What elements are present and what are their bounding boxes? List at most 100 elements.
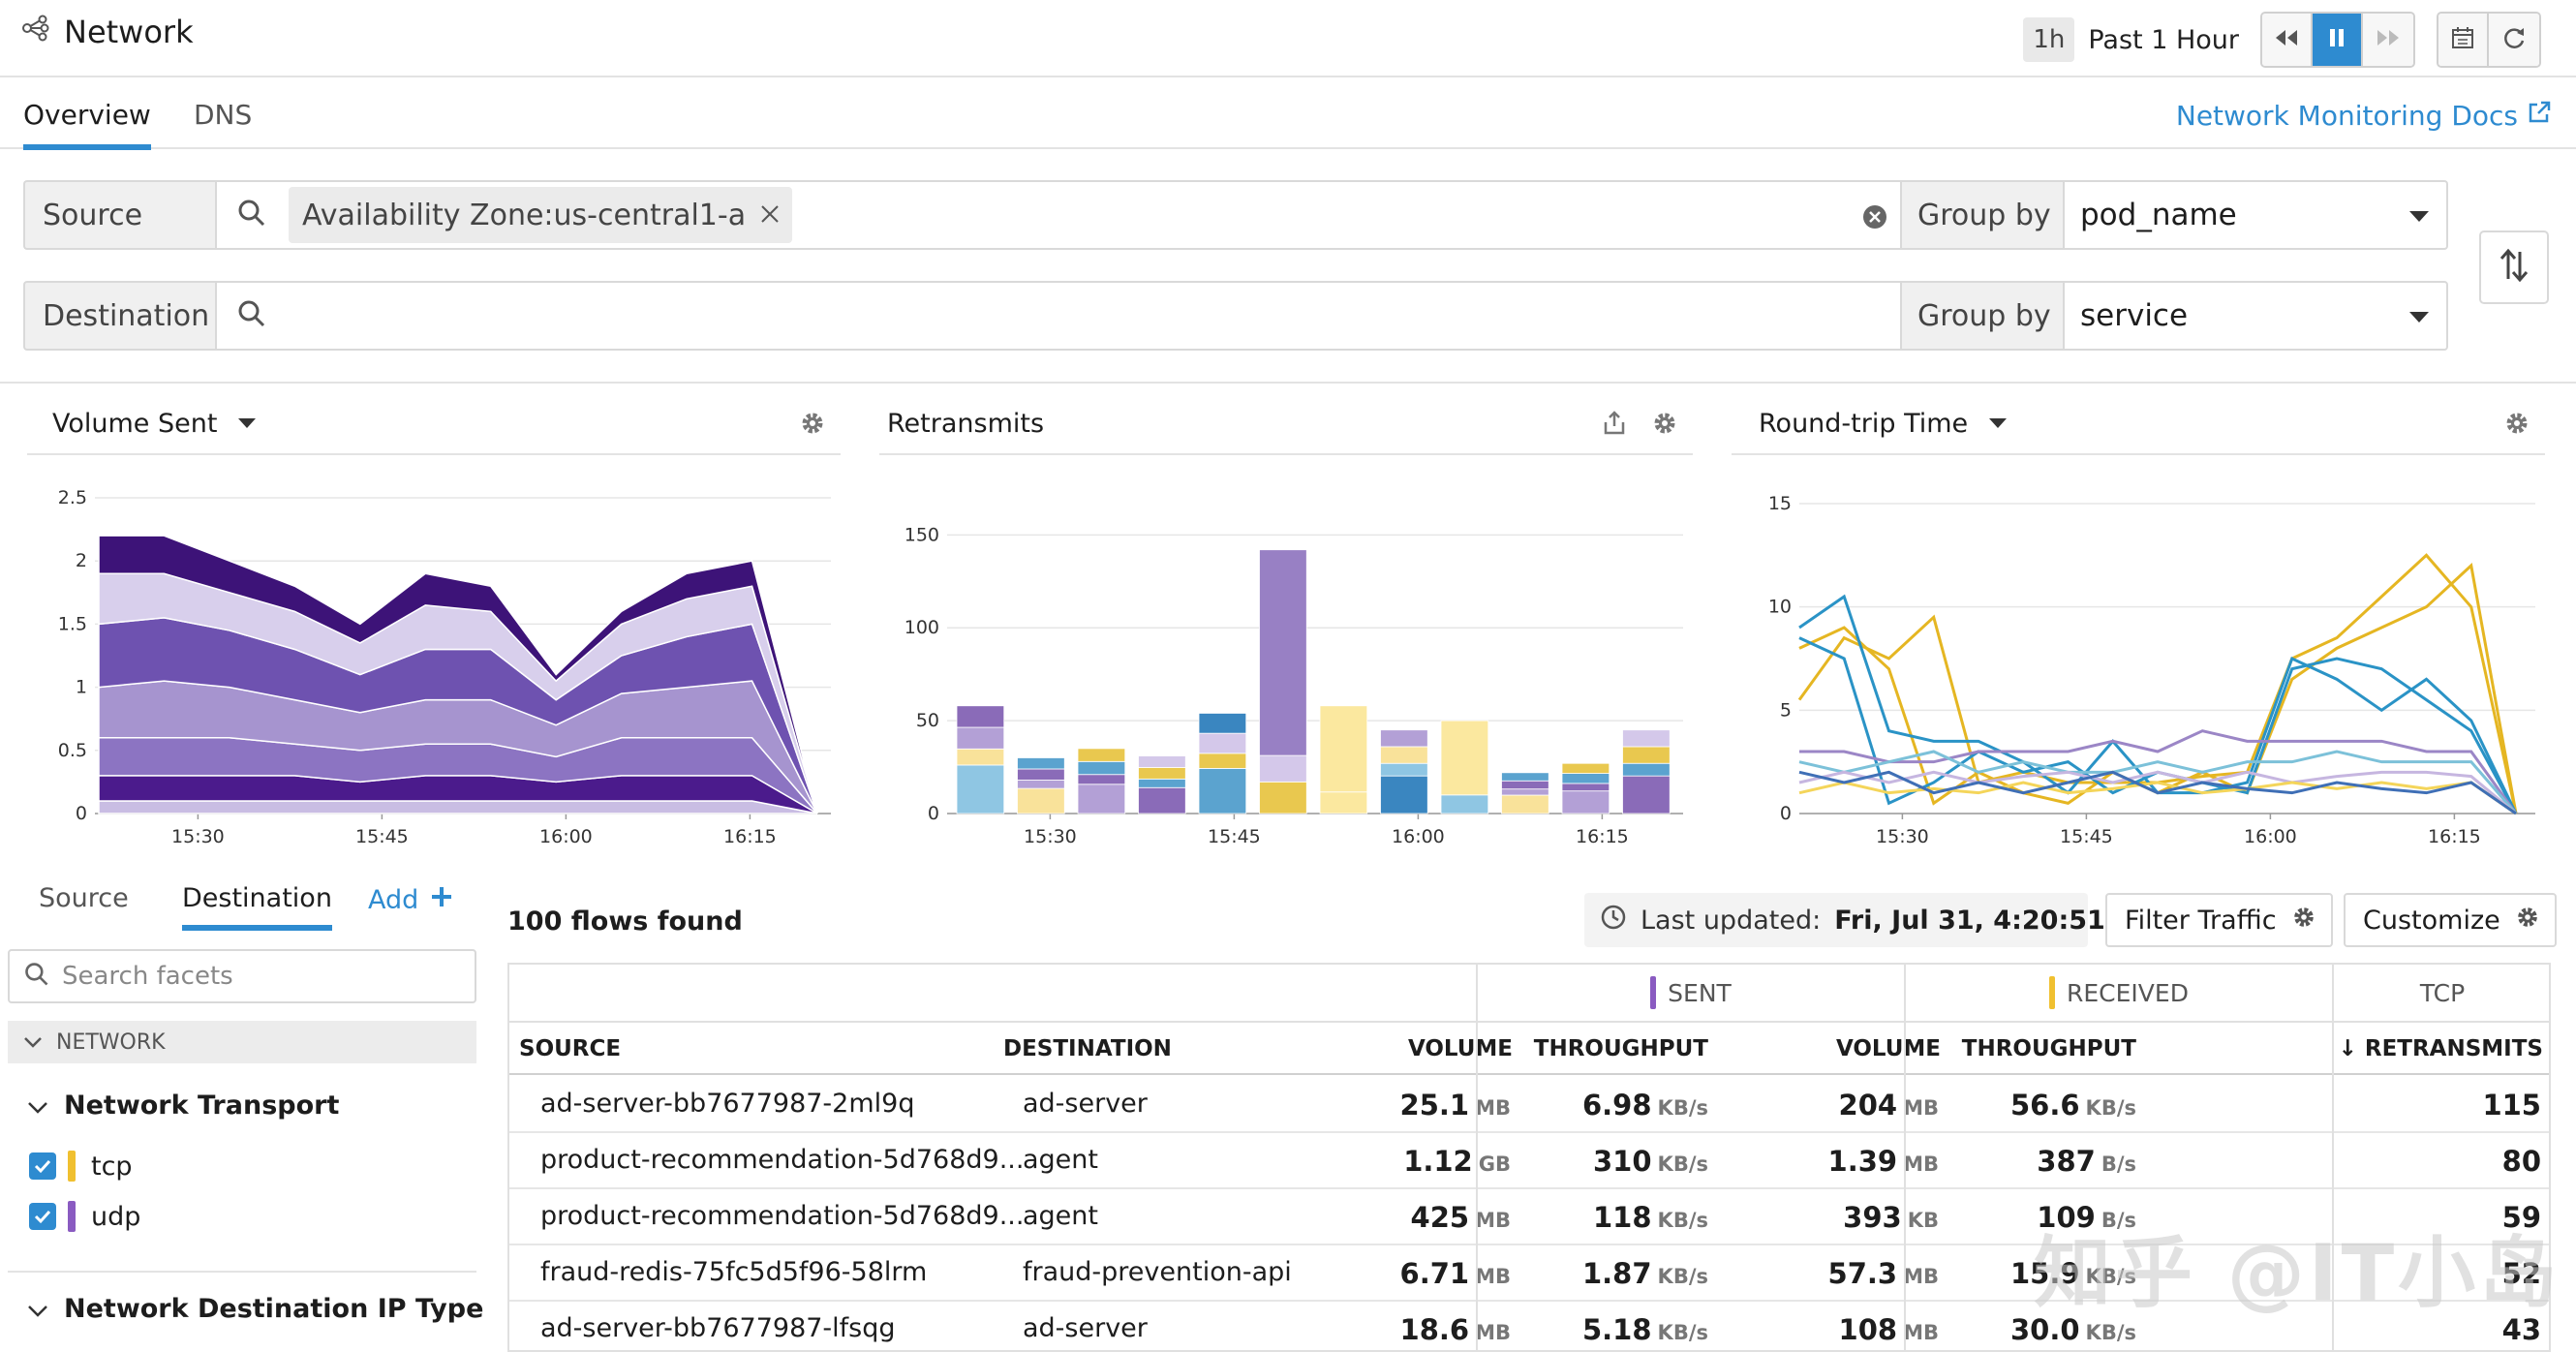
facet-tab-destination[interactable]: Destination — [182, 883, 332, 931]
filter-traffic-button[interactable]: Filter Traffic — [2105, 893, 2333, 947]
clear-search-icon[interactable] — [1861, 203, 1888, 230]
sent-throughput-cell: 310 KB/s — [1593, 1145, 1708, 1178]
rewind-button[interactable] — [2262, 14, 2313, 66]
time-range-badge[interactable]: 1h — [2023, 17, 2075, 62]
received-group-header: RECEIVED — [1904, 965, 2332, 1021]
sent-throughput-cell: 1.87 KB/s — [1581, 1257, 1708, 1290]
swap-direction-button[interactable] — [2479, 230, 2549, 304]
received-throughput-cell: 56.6 KB/s — [2009, 1089, 2136, 1122]
bar-segment — [1077, 774, 1126, 785]
export-icon[interactable] — [1600, 409, 1629, 442]
tab-dns[interactable]: DNS — [194, 99, 253, 131]
chevron-down-icon — [27, 1091, 48, 1121]
bar-segment — [1622, 729, 1671, 748]
column-header-sent-volume[interactable]: VOLUME — [1407, 1036, 1513, 1061]
facet-item-tcp[interactable]: tcp — [29, 1151, 133, 1182]
facet-group-label: Network Transport — [64, 1091, 340, 1121]
divider — [0, 382, 2576, 384]
line-series — [1798, 750, 2518, 814]
x-tick-label: 15:30 — [1876, 826, 1929, 847]
time-range-label[interactable]: Past 1 Hour — [2088, 24, 2239, 55]
retransmits-cell: 52 — [2501, 1257, 2541, 1290]
column-header-received-throughput[interactable]: THROUGHPUT — [1961, 1036, 2136, 1061]
column-header-retransmits[interactable]: ↓ RETRANSMITS — [2338, 1036, 2543, 1061]
y-tick-label: 1.5 — [58, 613, 87, 634]
facet-search — [8, 949, 476, 1003]
column-header-destination[interactable]: DESTINATION — [1003, 1036, 1172, 1061]
watermark: 知乎 @IT小岛 — [2034, 1228, 2561, 1318]
sent-group-label: SENT — [1668, 978, 1732, 1007]
tcp-group-label: TCP — [2419, 978, 2466, 1007]
chevron-down-icon — [23, 1030, 43, 1055]
checkbox-udp[interactable] — [29, 1203, 56, 1230]
y-tick-label: 5 — [1780, 699, 1792, 721]
y-tick-label: 150 — [905, 524, 939, 545]
source-group-by-select[interactable]: pod_name — [2063, 180, 2448, 250]
facet-group-label: Network Destination IP Type — [64, 1294, 484, 1324]
bar-segment — [1561, 790, 1610, 814]
clock-icon — [1600, 904, 1627, 937]
source-group-by-value: pod_name — [2080, 198, 2237, 232]
refresh-icon — [2500, 24, 2528, 55]
gear-icon[interactable] — [2502, 409, 2531, 442]
facet-group-transport[interactable]: Network Transport — [27, 1091, 339, 1121]
app-title: Network — [21, 14, 194, 50]
docs-link-label: Network Monitoring Docs — [2175, 100, 2518, 132]
line-series — [1798, 770, 2517, 815]
destination-label: Destination — [23, 281, 215, 351]
fast-forward-icon — [2375, 24, 2402, 55]
facet-item-udp[interactable]: udp — [29, 1201, 140, 1232]
facet-tab-source[interactable]: Source — [39, 883, 129, 913]
facet-group-ip-type[interactable]: Network Destination IP Type — [27, 1294, 483, 1324]
calendar-button[interactable] — [2438, 14, 2489, 66]
y-tick-label: 10 — [1768, 597, 1792, 618]
destination-group-by-value: service — [2080, 298, 2189, 333]
tab-overview[interactable]: Overview — [23, 99, 151, 150]
retransmits-cell: 115 — [2482, 1089, 2541, 1122]
y-tick-label: 0 — [1780, 803, 1792, 824]
table-row[interactable]: product-recommendation-5d768d9... agent 42… — [509, 1189, 2549, 1245]
volume-chart-title[interactable]: Volume Sent — [52, 408, 218, 439]
checkbox-tcp[interactable] — [29, 1152, 56, 1180]
plus-icon — [430, 885, 453, 915]
docs-link[interactable]: Network Monitoring Docs — [2176, 99, 2553, 133]
column-header-source[interactable]: SOURCE — [519, 1036, 622, 1061]
retransmits-chart-title: Retransmits — [887, 408, 1045, 439]
destination-cell: ad-server — [1023, 1313, 1148, 1343]
destination-search-input[interactable] — [215, 281, 1902, 351]
fast-forward-button[interactable] — [2363, 14, 2413, 66]
received-throughput-cell: 15.9 KB/s — [2009, 1257, 2136, 1290]
table-row[interactable]: ad-server-bb7677987-2ml9q ad-server 25.1 MB… — [509, 1077, 2549, 1133]
sent-volume-cell: 25.1 MB — [1399, 1089, 1511, 1122]
color-swatch — [1650, 976, 1657, 1009]
remove-chip-icon[interactable] — [759, 199, 781, 232]
rtt-chart-title[interactable]: Round-trip Time — [1759, 408, 1969, 439]
flows-count: 100 flows found — [507, 906, 743, 937]
gear-icon[interactable] — [798, 409, 827, 442]
add-facet-button[interactable]: Add — [368, 885, 453, 915]
color-swatch — [68, 1201, 76, 1232]
column-header-sent-throughput[interactable]: THROUGHPUT — [1533, 1036, 1708, 1061]
pause-button[interactable] — [2313, 14, 2363, 66]
gear-icon[interactable] — [1650, 409, 1679, 442]
x-tick-label: 15:45 — [355, 826, 409, 847]
bar-segment — [1198, 768, 1247, 814]
table-row[interactable]: fraud-redis-75fc5d5f96-58lrm fraud-preven… — [509, 1245, 2549, 1302]
search-icon — [236, 198, 267, 232]
chevron-down-icon[interactable] — [238, 418, 257, 428]
line-series — [1797, 553, 2518, 814]
filter-chip[interactable]: Availability Zone:us-central1-a — [289, 187, 793, 243]
bar-segment — [1259, 781, 1307, 814]
source-search-input[interactable]: Availability Zone:us-central1-a — [215, 180, 1902, 250]
facet-search-input[interactable] — [62, 962, 449, 991]
facet-section-network[interactable]: NETWORK — [8, 1021, 476, 1063]
customize-label: Customize — [2363, 905, 2500, 936]
received-group-label: RECEIVED — [2067, 978, 2189, 1007]
chevron-down-icon[interactable] — [1989, 418, 2008, 428]
table-row[interactable]: ad-server-bb7677987-lfsqg ad-server 18.6 MB… — [509, 1302, 2549, 1350]
refresh-button[interactable] — [2489, 14, 2539, 66]
table-row[interactable]: product-recommendation-5d768d9... agent 1.… — [509, 1133, 2549, 1189]
destination-group-by-select[interactable]: service — [2063, 281, 2448, 351]
column-header-received-volume[interactable]: VOLUME — [1835, 1036, 1941, 1061]
customize-button[interactable]: Customize — [2344, 893, 2557, 947]
